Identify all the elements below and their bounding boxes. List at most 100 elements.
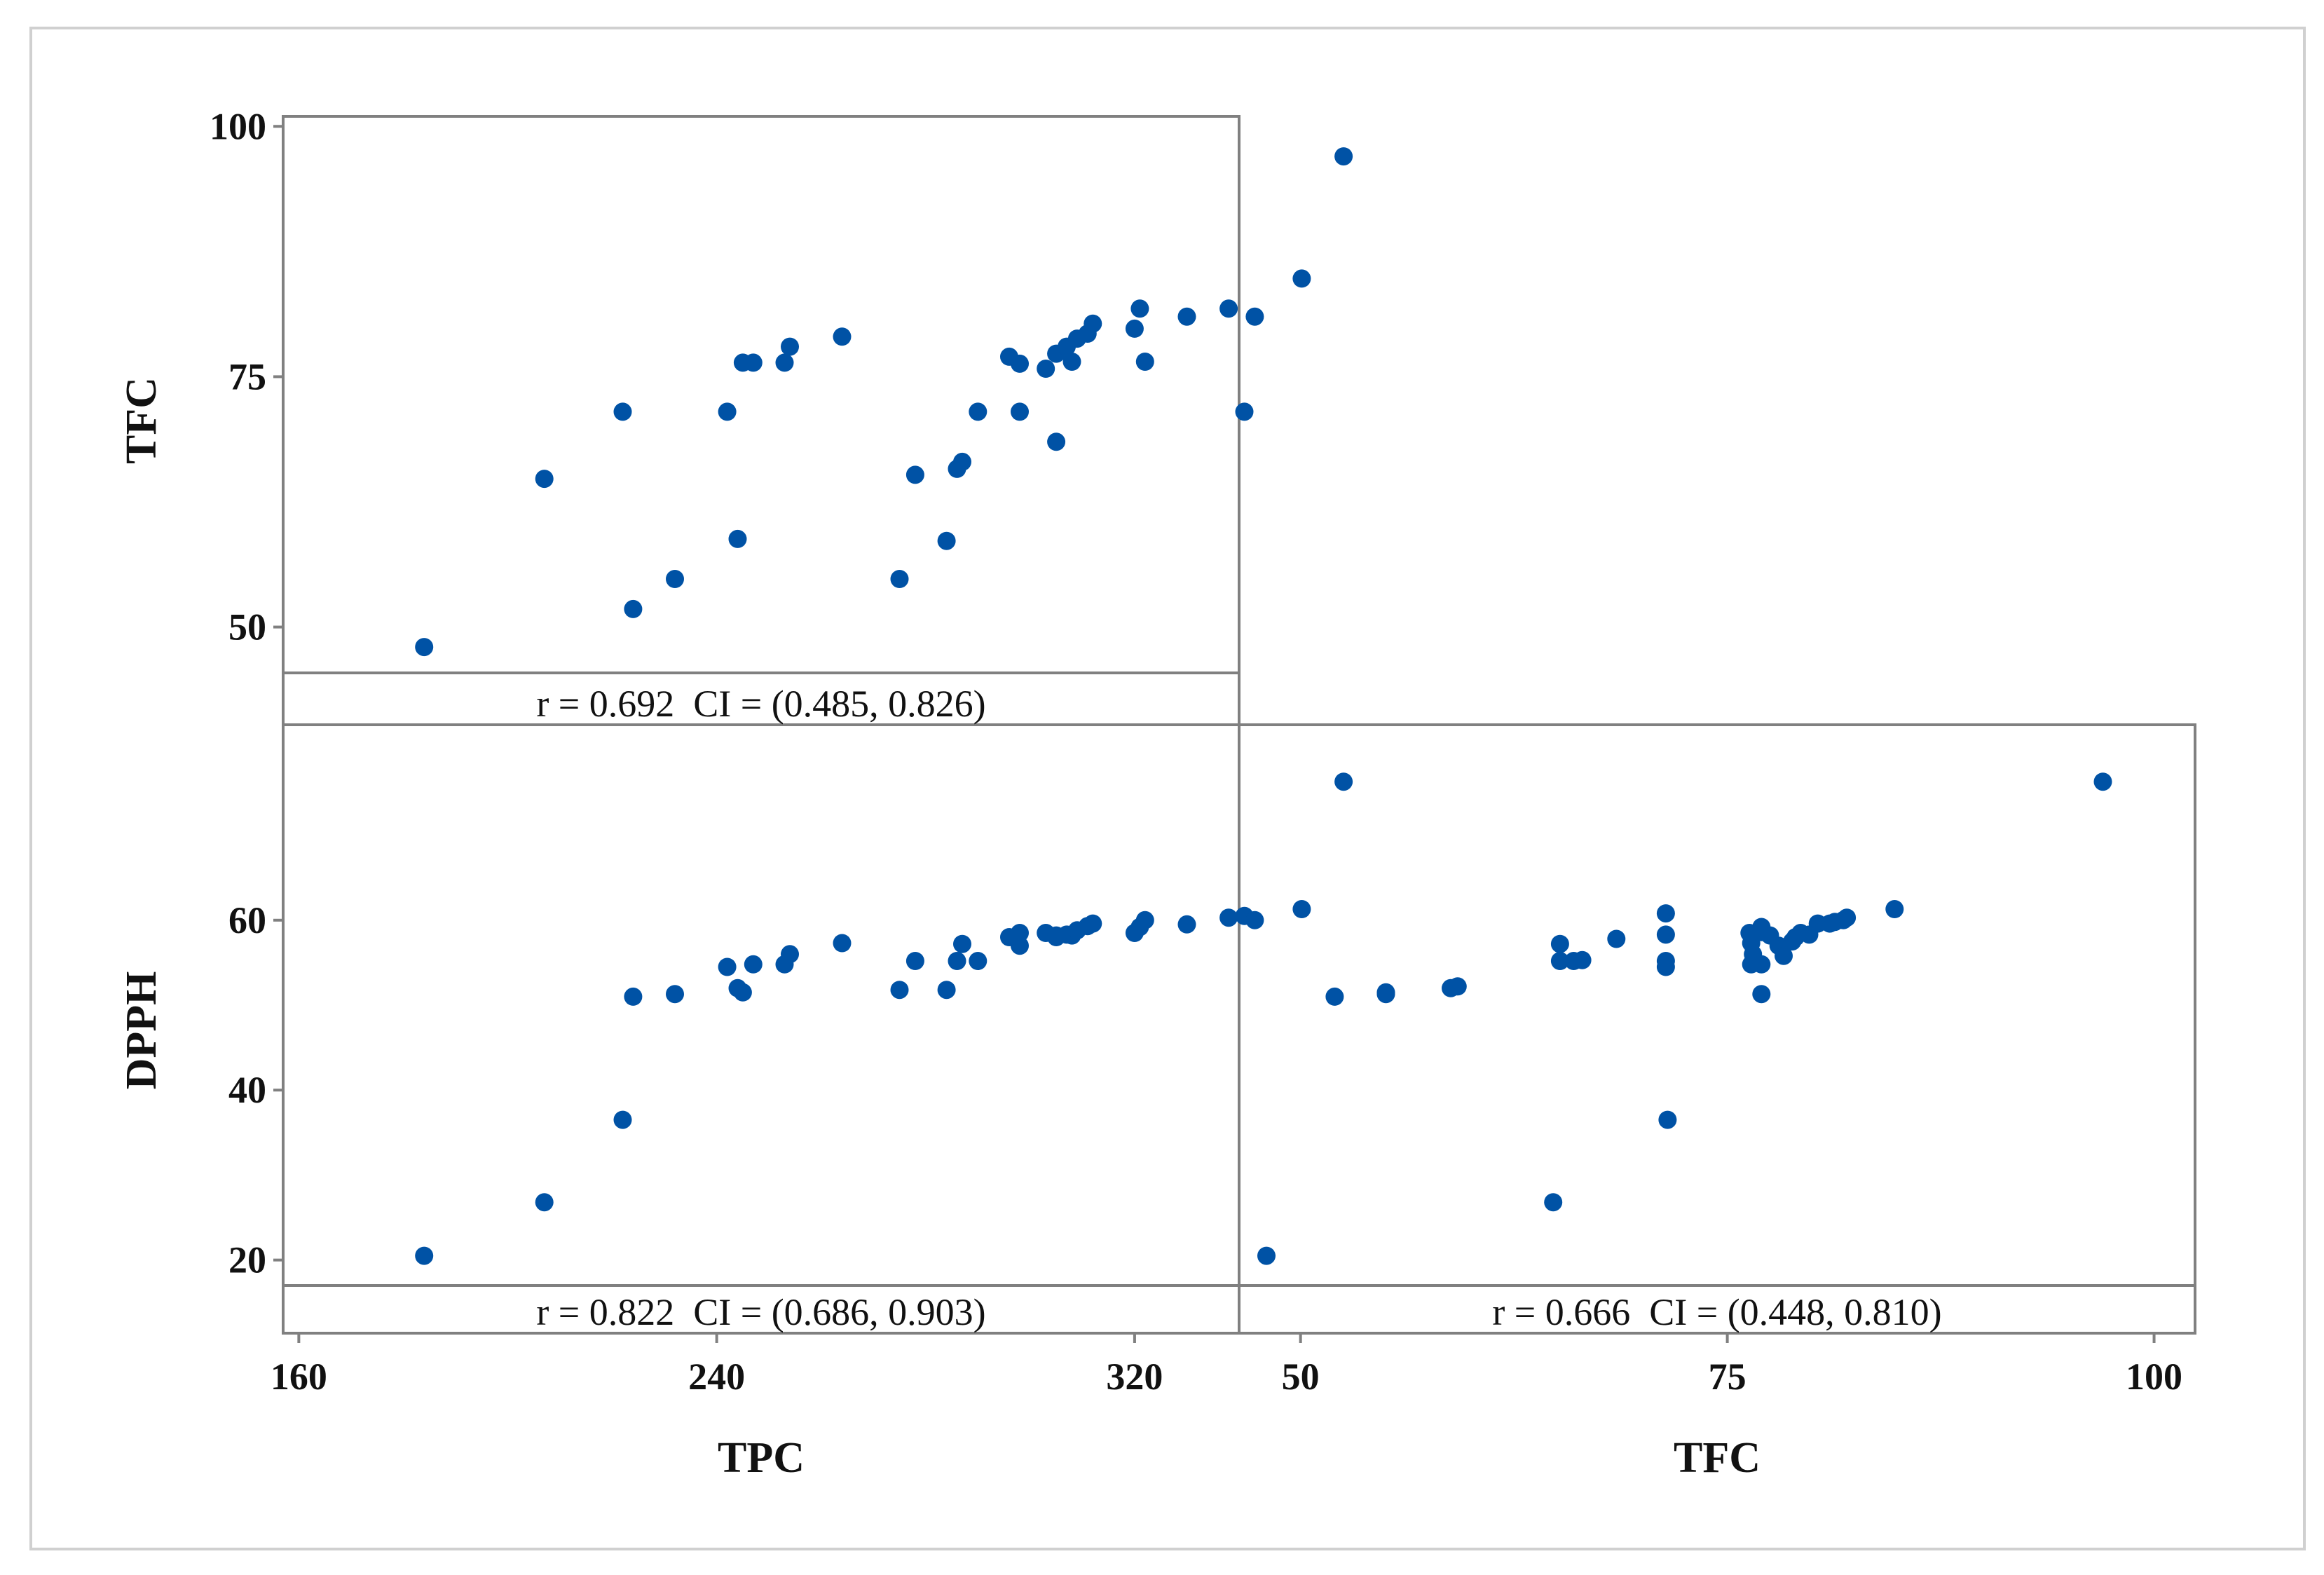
scatter-points-tfc-dpph bbox=[1257, 772, 2112, 1265]
correlation-annotation-tpc-dpph: r = 0.822 CI = (0.686, 0.903) bbox=[536, 1291, 985, 1333]
x-axis-title-tpc: TPC bbox=[718, 1434, 805, 1482]
panel-frame-tfc-dpph bbox=[1238, 723, 2196, 1335]
data-point bbox=[718, 957, 737, 976]
x-tpc-tick-label: 320 bbox=[1106, 1356, 1163, 1398]
x-tfc-tick-label: 100 bbox=[2126, 1356, 2182, 1398]
y-axis-title-tfc: TFC bbox=[118, 377, 165, 464]
data-point bbox=[1177, 915, 1196, 934]
y-axis-ticks-tfc: 50 75 100 bbox=[210, 105, 283, 648]
data-point bbox=[1658, 1110, 1677, 1129]
data-point bbox=[890, 981, 909, 1000]
data-point bbox=[1011, 924, 1029, 942]
data-point bbox=[666, 570, 684, 588]
data-point bbox=[1607, 929, 1626, 948]
data-point bbox=[1550, 952, 1569, 970]
data-point bbox=[666, 985, 684, 1004]
data-point bbox=[1037, 360, 1055, 378]
data-point bbox=[1885, 900, 1904, 918]
data-point bbox=[613, 1110, 632, 1129]
y-dpph-tick-label: 60 bbox=[228, 899, 266, 941]
data-point bbox=[1011, 354, 1029, 373]
data-point bbox=[1257, 1246, 1276, 1265]
y-dpph-tick-label: 40 bbox=[228, 1069, 266, 1111]
data-point bbox=[1752, 985, 1771, 1004]
data-point bbox=[624, 987, 643, 1006]
data-point bbox=[1573, 950, 1592, 969]
y-axis-title-dpph: DPPH bbox=[118, 971, 165, 1090]
x-axis-title-tfc: TFC bbox=[1674, 1434, 1761, 1482]
data-point bbox=[1011, 936, 1029, 955]
data-point bbox=[953, 934, 971, 953]
data-point bbox=[905, 465, 924, 484]
data-point bbox=[937, 981, 956, 1000]
data-point bbox=[775, 353, 794, 372]
data-point bbox=[781, 337, 799, 356]
data-point bbox=[1219, 299, 1238, 318]
data-point bbox=[905, 952, 924, 970]
data-point bbox=[1752, 955, 1771, 974]
data-point bbox=[1135, 353, 1154, 371]
data-point bbox=[1334, 772, 1353, 791]
data-point bbox=[1656, 957, 1675, 976]
data-point bbox=[1292, 900, 1311, 918]
data-point bbox=[535, 470, 554, 489]
data-point bbox=[415, 638, 434, 657]
scatter-points-tpc-dpph bbox=[415, 772, 1353, 1265]
data-point bbox=[733, 983, 752, 1002]
data-point bbox=[1245, 911, 1264, 929]
data-point bbox=[969, 952, 987, 970]
data-point bbox=[1334, 147, 1353, 166]
scatter-points-tpc-tfc bbox=[415, 147, 1353, 657]
data-point bbox=[1084, 314, 1102, 333]
data-point bbox=[781, 945, 799, 964]
figure-frame bbox=[29, 27, 2306, 1550]
data-point bbox=[1062, 353, 1081, 371]
data-point bbox=[624, 599, 643, 618]
data-point bbox=[890, 570, 909, 588]
x-axis-ticks-tpc: 160 240 320 bbox=[271, 1333, 1163, 1398]
x-tpc-tick-label: 240 bbox=[688, 1356, 745, 1398]
data-point bbox=[833, 934, 852, 953]
data-point bbox=[1219, 908, 1238, 927]
data-point bbox=[1130, 299, 1149, 318]
data-point bbox=[718, 402, 737, 421]
data-point bbox=[937, 531, 956, 550]
y-axis-ticks-dpph: 20 40 60 bbox=[228, 899, 283, 1281]
y-tfc-tick-label: 50 bbox=[228, 606, 266, 648]
data-point bbox=[833, 327, 852, 346]
data-point bbox=[1325, 987, 1344, 1006]
data-point bbox=[948, 952, 966, 970]
data-point bbox=[953, 452, 971, 471]
data-point bbox=[1292, 269, 1311, 288]
data-point bbox=[1775, 946, 1793, 965]
data-point bbox=[1177, 307, 1196, 326]
data-point bbox=[1544, 1193, 1563, 1212]
data-point bbox=[535, 1193, 554, 1212]
data-point bbox=[1135, 911, 1154, 929]
data-point bbox=[1235, 402, 1254, 421]
data-point bbox=[1550, 934, 1569, 953]
data-point bbox=[1011, 402, 1029, 421]
x-tfc-tick-label: 50 bbox=[1282, 1356, 1320, 1398]
x-axis-ticks-tfc: 50 75 100 bbox=[1282, 1333, 2182, 1398]
y-tfc-tick-label: 75 bbox=[228, 355, 266, 397]
data-point bbox=[1125, 319, 1144, 338]
correlation-annotation-tpc-tfc: r = 0.692 CI = (0.485, 0.826) bbox=[536, 683, 985, 725]
data-point bbox=[728, 529, 747, 548]
data-point bbox=[1376, 985, 1395, 1004]
data-point bbox=[1838, 908, 1857, 927]
data-point bbox=[2093, 772, 2112, 791]
data-point bbox=[613, 402, 632, 421]
y-dpph-tick-label: 20 bbox=[228, 1239, 266, 1281]
data-point bbox=[744, 353, 763, 372]
data-point bbox=[1448, 977, 1467, 996]
data-point bbox=[1084, 914, 1102, 933]
data-point bbox=[1656, 904, 1675, 923]
data-point bbox=[1656, 925, 1675, 944]
y-tfc-tick-label: 100 bbox=[210, 105, 266, 147]
data-point bbox=[969, 402, 987, 421]
x-tpc-tick-label: 160 bbox=[271, 1356, 327, 1398]
data-point bbox=[1245, 307, 1264, 326]
correlation-annotation-tfc-dpph: r = 0.666 CI = (0.448, 0.810) bbox=[1492, 1291, 1941, 1333]
